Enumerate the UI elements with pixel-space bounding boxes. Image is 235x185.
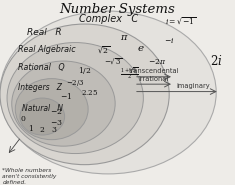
Ellipse shape bbox=[0, 24, 169, 165]
Ellipse shape bbox=[20, 98, 65, 135]
Text: $2i$: $2i$ bbox=[210, 54, 223, 68]
Text: $0$: $0$ bbox=[20, 114, 27, 123]
Text: $e$: $e$ bbox=[137, 43, 145, 53]
Ellipse shape bbox=[12, 61, 115, 146]
Text: Integers   Z: Integers Z bbox=[18, 83, 62, 92]
Text: imaginary: imaginary bbox=[176, 83, 210, 89]
Text: $-2\pi$: $-2\pi$ bbox=[148, 57, 167, 65]
Text: $3$: $3$ bbox=[51, 125, 57, 134]
Text: $1$: $1$ bbox=[28, 123, 33, 133]
Text: $\frac{1+\sqrt{5}}{2}$: $\frac{1+\sqrt{5}}{2}$ bbox=[120, 67, 138, 81]
Text: $\pi$: $\pi$ bbox=[120, 32, 129, 42]
Text: $-\sqrt{3}$: $-\sqrt{3}$ bbox=[104, 56, 122, 66]
Ellipse shape bbox=[7, 43, 143, 154]
Text: Real   R: Real R bbox=[27, 28, 62, 37]
Text: $-1$: $-1$ bbox=[60, 91, 72, 101]
Text: Rational   Q: Rational Q bbox=[18, 63, 64, 72]
Text: $-i$: $-i$ bbox=[164, 36, 174, 45]
Text: Natural   N: Natural N bbox=[22, 104, 63, 113]
Text: transcendental: transcendental bbox=[129, 68, 179, 74]
Text: irrational: irrational bbox=[139, 76, 169, 82]
Text: $\sqrt{2}$: $\sqrt{2}$ bbox=[97, 44, 110, 56]
Text: $1/2$: $1/2$ bbox=[78, 65, 91, 76]
Text: $-2$: $-2$ bbox=[50, 107, 63, 115]
Text: $-3$: $-3$ bbox=[50, 118, 63, 127]
Ellipse shape bbox=[15, 79, 88, 140]
Text: *Whole numbers
aren't consistently
defined.: *Whole numbers aren't consistently defin… bbox=[2, 168, 57, 185]
Ellipse shape bbox=[0, 11, 216, 174]
Text: $i=\sqrt{-1}$: $i=\sqrt{-1}$ bbox=[165, 15, 197, 26]
Text: $2$: $2$ bbox=[39, 125, 45, 134]
Text: Real Algebraic: Real Algebraic bbox=[18, 45, 75, 53]
Text: Number Systems: Number Systems bbox=[60, 3, 175, 16]
Text: Complex   C: Complex C bbox=[79, 14, 138, 24]
Text: $2.25$: $2.25$ bbox=[81, 88, 98, 97]
Text: $-2/3$: $-2/3$ bbox=[66, 78, 84, 88]
